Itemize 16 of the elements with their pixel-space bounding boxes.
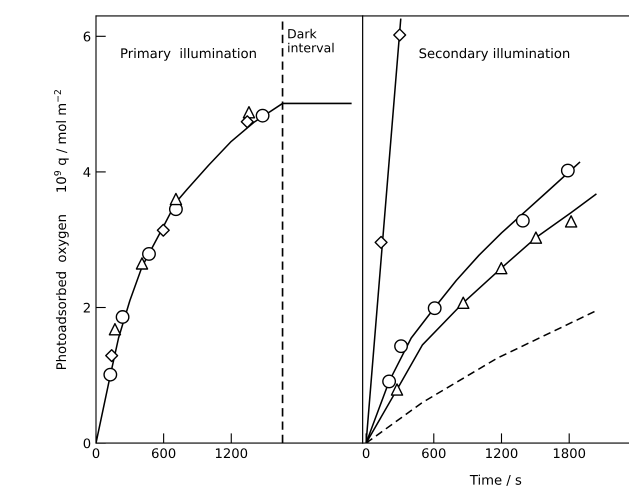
x-tick-label: 600 <box>152 448 176 458</box>
x-axis-title: Time / s <box>470 474 522 486</box>
x-tick-label: 1200 <box>216 448 248 458</box>
x-tick-label: 600 <box>422 448 446 458</box>
annotation: Primary illumination <box>121 48 256 61</box>
y-tick-label: 4 <box>83 167 90 177</box>
y-tick-label: 0 <box>84 438 90 448</box>
annotation: Secondary illumination <box>419 48 570 61</box>
x-tick-label: 1800 <box>554 448 586 458</box>
ref-line-label: Dark interval <box>288 28 334 52</box>
y-tick-label: 2 <box>84 302 90 313</box>
y-tick-label: 6 <box>84 32 90 42</box>
x-tick-label: 0 <box>362 448 370 458</box>
y-axis-title: Photoadsorbed oxygen 10$^{9}$ q / mol m$^{−2}$ <box>54 90 69 370</box>
x-tick-label: 0 <box>92 448 100 458</box>
x-tick-label: 1200 <box>486 448 518 458</box>
